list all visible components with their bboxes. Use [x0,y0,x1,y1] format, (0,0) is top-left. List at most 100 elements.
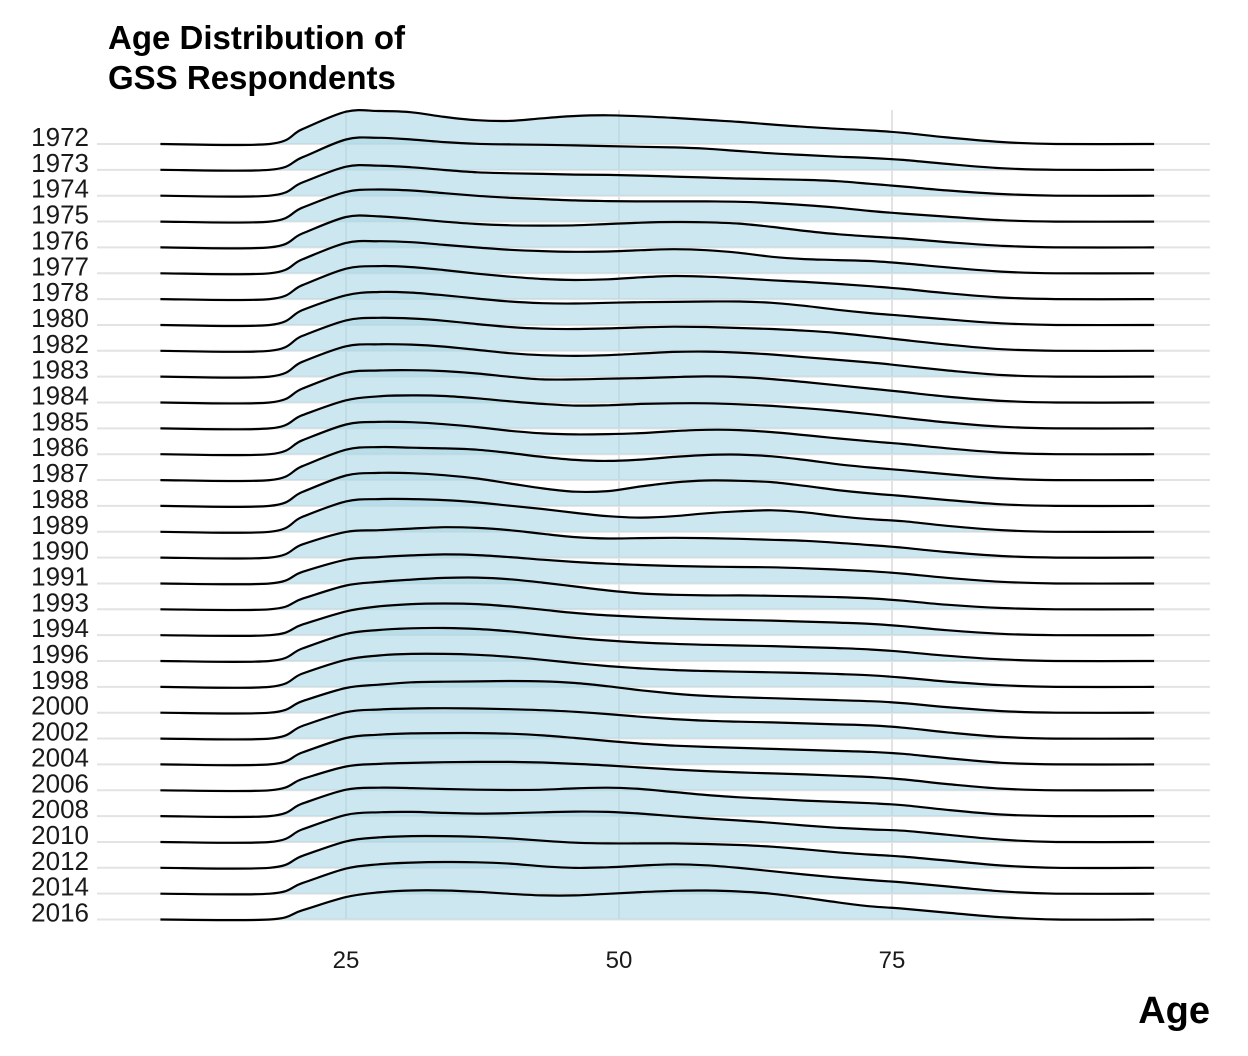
y-tick-label-1991: 1991 [31,561,89,591]
y-tick-label-1974: 1974 [31,174,89,204]
ridge-2008 [160,786,1155,819]
ridge-line-2010 [160,810,1155,844]
ridge-fill-2004 [160,732,1155,766]
y-tick-label-2010: 2010 [31,820,89,850]
y-tick-label-1993: 1993 [31,587,89,617]
ridge-1973 [160,136,1155,172]
y-tick-label-2008: 2008 [31,794,89,824]
ridge-fill-2000 [160,681,1155,714]
y-tick-label-1996: 1996 [31,639,89,669]
y-tick-label-1976: 1976 [31,225,89,255]
x-axis-label: Age [1138,990,1210,1032]
ridge-line-1972 [160,108,1155,147]
ridge-line-1978 [160,264,1155,302]
y-tick-label-1998: 1998 [31,665,89,695]
y-tick-label-1994: 1994 [31,613,89,643]
y-tick-label-2016: 2016 [31,898,89,928]
x-tick-label-75: 75 [879,947,906,974]
ridge-fill-2002 [160,708,1155,740]
ridge-1974 [160,164,1155,198]
y-tick-label-1989: 1989 [31,510,89,540]
ridge-fill-1974 [160,165,1155,197]
y-tick-label-1986: 1986 [31,432,89,462]
y-tick-label-1982: 1982 [31,329,89,359]
ridge-1991 [160,553,1155,586]
labels-layer: 25 50 751972197319741975197619771978198019… [31,122,905,974]
y-tick-label-2000: 2000 [31,691,89,721]
ridge-line-2014 [160,860,1155,896]
ridge-line-1987 [160,445,1155,483]
ridge-line-1991 [160,553,1155,586]
y-tick-label-1975: 1975 [31,200,89,230]
ridge-fill-2014 [160,861,1155,895]
ridge-line-1975 [160,188,1155,224]
ridge-fill-1982 [160,317,1155,352]
ridge-fill-1976 [160,215,1155,249]
ridge-2012 [160,834,1155,870]
ridge-1976 [160,214,1155,250]
ridge-line-2000 [160,679,1155,715]
y-tick-label-1985: 1985 [31,406,89,436]
ridge-line-2008 [160,786,1155,819]
ridge-line-1976 [160,214,1155,250]
y-tick-label-1973: 1973 [31,148,89,178]
ridge-2002 [160,707,1155,741]
chart-title-line-2: GSS Respondents [108,59,396,96]
ridge-line-1977 [160,239,1155,276]
ridges-layer [160,108,1155,922]
ridge-1990 [160,526,1155,560]
ridge-line-1980 [160,290,1155,328]
x-tick-label-25: 25 [333,947,360,974]
ridge-1989 [160,497,1155,534]
y-tick-label-2004: 2004 [31,742,89,772]
ridge-fill-2006 [160,761,1155,792]
ridge-line-1984 [160,369,1155,405]
ridge-2016 [160,889,1155,922]
ridge-fill-1991 [160,554,1155,585]
ridge-line-1989 [160,497,1155,534]
y-tick-label-1984: 1984 [31,381,89,411]
y-tick-label-1977: 1977 [31,251,89,281]
ridge-line-1986 [160,420,1155,457]
ridge-line-1998 [160,652,1155,689]
ridge-line-2016 [160,889,1155,922]
ridge-2014 [160,860,1155,896]
ridge-line-1974 [160,164,1155,198]
y-tick-label-1983: 1983 [31,355,89,385]
ridge-fill-1972 [160,110,1155,146]
ridge-line-1973 [160,136,1155,172]
ridge-line-1996 [160,626,1155,664]
ridge-line-1994 [160,602,1155,638]
ridge-line-1988 [160,471,1155,509]
ridge-fill-2012 [160,835,1155,869]
y-tick-label-2002: 2002 [31,717,89,747]
ridge-line-1983 [160,343,1155,379]
ridge-1985 [160,394,1155,431]
ridge-fill-2008 [160,787,1155,818]
ridge-fill-1985 [160,395,1155,430]
ridge-line-2002 [160,707,1155,741]
y-tick-label-2014: 2014 [31,872,89,902]
ridge-fill-1973 [160,137,1155,171]
y-tick-label-1978: 1978 [31,277,89,307]
ridge-2000 [160,679,1155,715]
ridge-1972 [160,108,1155,147]
ridge-line-1990 [160,526,1155,560]
chart-title-line-1: Age Distribution of [108,19,405,56]
y-tick-label-2012: 2012 [31,846,89,876]
y-tick-label-1972: 1972 [31,122,89,152]
ridge-line-1993 [160,576,1155,612]
ridge-line-2006 [160,760,1155,793]
ridge-1975 [160,188,1155,224]
ridge-2004 [160,731,1155,767]
y-tick-label-1990: 1990 [31,536,89,566]
ridge-1998 [160,652,1155,689]
chart-title: Age Distribution of GSS Respondents [108,18,405,98]
y-tick-label-1980: 1980 [31,303,89,333]
ridge-fill-1990 [160,527,1155,559]
y-tick-label-2006: 2006 [31,768,89,798]
ridge-line-2004 [160,731,1155,767]
y-tick-label-1988: 1988 [31,484,89,514]
ridge-line-2012 [160,834,1155,870]
